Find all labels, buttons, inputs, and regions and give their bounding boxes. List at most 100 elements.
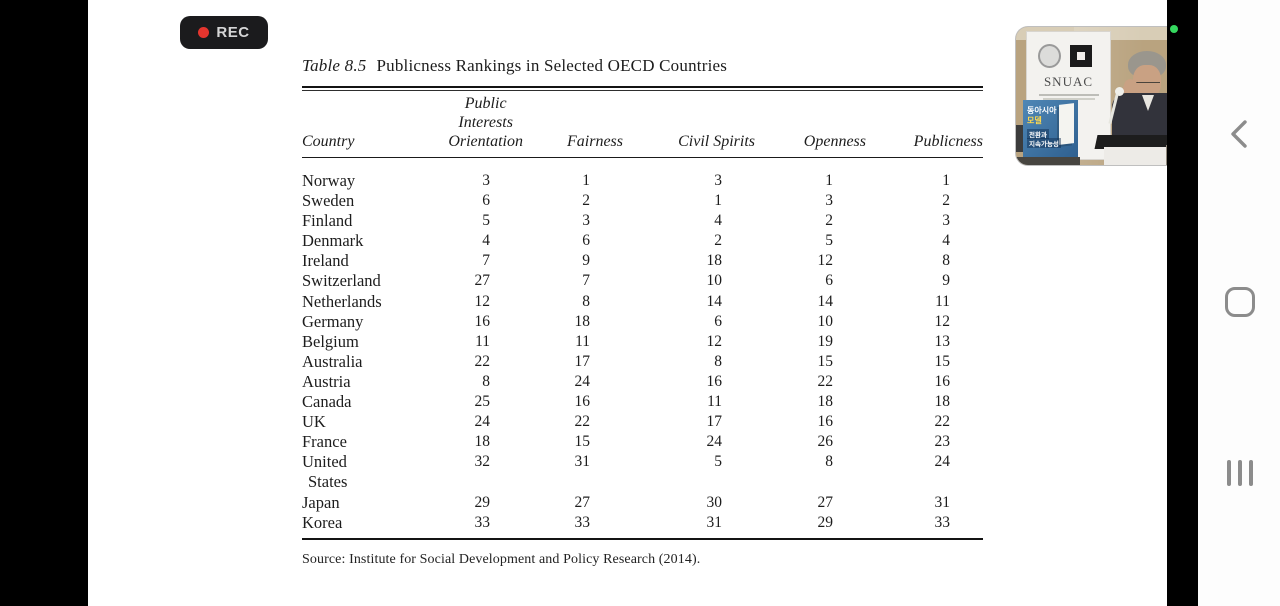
value-cell: 3 — [942, 212, 950, 230]
value-cell: 10 — [817, 312, 834, 330]
value-cell: 16 — [706, 372, 723, 390]
table-top-rule-thick — [302, 86, 983, 88]
country-cell: Australia — [302, 351, 363, 371]
value-cell: 25 — [474, 393, 491, 411]
country-cell: Korea — [302, 512, 343, 532]
value-cell: 18 — [817, 393, 834, 411]
table-source-note: Source: Institute for Social Development… — [302, 551, 701, 567]
country-cell: UK — [302, 412, 326, 432]
table-row: Norway 3 1 3 1 1 — [302, 158, 983, 192]
value-cell: 31 — [574, 453, 591, 471]
value-cell: 31 — [706, 513, 723, 531]
table-row: Australia 22 17 8 15 15 — [302, 352, 983, 372]
value-cell: 2 — [714, 232, 722, 250]
value-cell: 9 — [942, 272, 950, 290]
presenter-face — [1133, 65, 1161, 98]
value-cell: 6 — [714, 312, 722, 330]
table-bottom-rule — [302, 537, 983, 540]
country-cell: Japan — [302, 492, 340, 512]
value-cell: 33 — [574, 513, 591, 531]
value-cell: 27 — [574, 493, 591, 511]
back-chevron-icon — [1231, 120, 1247, 148]
rec-label: REC — [216, 24, 250, 41]
book-poster: 동아시아 모델 전환과 지속가능성 — [1023, 100, 1078, 160]
table-row: Switzerland 27 7 10 6 9 — [302, 271, 983, 291]
left-letterbox-bar — [0, 0, 88, 606]
value-cell: 6 — [482, 192, 490, 210]
nav-back-button[interactable] — [1221, 113, 1257, 155]
value-cell: 22 — [817, 372, 834, 390]
column-header: Publicness — [866, 94, 983, 158]
column-header: Fairness — [523, 94, 623, 158]
country-cell: United States — [302, 452, 348, 492]
table-body: Norway 3 1 3 1 1 Sweden 6 2 1 3 2 Finland 5 3 4 2 3 Denmar… — [302, 158, 983, 533]
country-cell: France — [302, 432, 347, 452]
column-header: Civil Spirits — [623, 94, 755, 158]
value-cell: 32 — [474, 453, 491, 471]
value-cell: 16 — [474, 312, 491, 330]
value-cell: 1 — [582, 172, 590, 189]
table-row: Finland 5 3 4 2 3 — [302, 211, 983, 231]
country-cell: Finland — [302, 211, 353, 231]
snuac-square-logo-icon — [1070, 45, 1092, 67]
publicness-table: Table 8.5 Publicness Rankings in Selected… — [302, 55, 983, 568]
value-cell: 11 — [707, 393, 722, 411]
country-cell: Canada — [302, 392, 352, 412]
header-row: Country Public Interests Orientation Fairnes… — [302, 94, 983, 158]
nav-recents-button[interactable] — [1219, 449, 1261, 497]
book-cover-shape — [1059, 103, 1074, 145]
column-header: Country — [302, 94, 422, 158]
country-cell: Norway — [302, 171, 356, 190]
value-cell: 16 — [817, 413, 834, 431]
value-cell: 8 — [942, 252, 950, 270]
microphone-icon — [1115, 87, 1124, 96]
value-cell: 24 — [574, 372, 591, 390]
right-letterbox-bar — [1167, 0, 1198, 606]
value-cell: 29 — [817, 513, 834, 531]
android-nav-bar — [1198, 0, 1280, 606]
value-cell: 2 — [582, 192, 590, 210]
value-cell: 6 — [582, 232, 590, 250]
value-cell: 8 — [482, 372, 490, 390]
value-cell: 18 — [934, 393, 951, 411]
rec-button[interactable]: REC — [180, 16, 268, 49]
home-squircle-icon — [1225, 287, 1255, 317]
value-cell: 19 — [817, 332, 834, 350]
value-cell: 1 — [825, 172, 833, 189]
value-cell: 23 — [934, 433, 951, 451]
poster-text-line: 전환과 — [1027, 129, 1049, 139]
country-cell: Austria — [302, 371, 351, 391]
value-cell: 24 — [706, 433, 723, 451]
value-cell: 27 — [474, 272, 491, 290]
value-cell: 3 — [582, 212, 590, 230]
recents-bar-icon — [1249, 460, 1253, 486]
table-top-rule-thin — [302, 90, 983, 91]
table-row: Ireland 7 9 18 12 8 — [302, 251, 983, 271]
table-row: Austria 8 24 16 22 16 — [302, 372, 983, 392]
value-cell: 5 — [825, 232, 833, 250]
value-cell: 33 — [934, 513, 951, 531]
table-row: United States 32 31 5 8 24 — [302, 452, 983, 492]
recording-red-dot-icon — [198, 27, 210, 38]
value-cell: 18 — [474, 433, 491, 451]
value-cell: 1 — [714, 192, 722, 210]
country-cell: Sweden — [302, 191, 355, 211]
presenter-glasses — [1135, 82, 1160, 83]
value-cell: 31 — [934, 493, 951, 511]
country-cell: Netherlands — [302, 291, 382, 311]
table-row: Sweden 6 2 1 3 2 — [302, 191, 983, 211]
table-row: Canada 25 16 11 18 18 — [302, 392, 983, 412]
value-cell: 7 — [482, 252, 490, 270]
value-cell: 33 — [474, 513, 491, 531]
university-seal-icon — [1038, 44, 1061, 68]
country-cell: Switzerland — [302, 271, 381, 291]
nav-home-button[interactable] — [1219, 281, 1261, 323]
column-header: Public Interests Orientation — [422, 94, 523, 158]
value-cell: 24 — [934, 453, 951, 471]
value-cell: 11 — [575, 332, 590, 350]
slide-content-area: REC Table 8.5 Publicness Rankings in Sele… — [88, 0, 1260, 606]
value-cell: 10 — [706, 272, 723, 290]
value-cell: 11 — [475, 332, 490, 350]
value-cell: 11 — [935, 292, 950, 310]
